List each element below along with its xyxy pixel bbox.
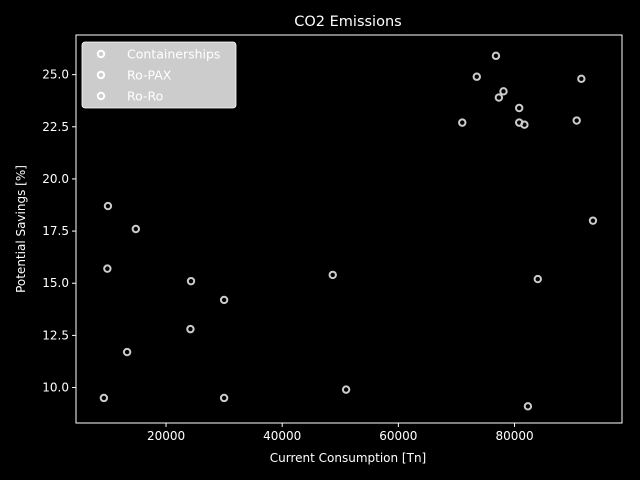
- y-tick-label: 22.5: [42, 120, 69, 134]
- data-point-ro-pax: [588, 216, 598, 225]
- data-point-containerships: [572, 116, 581, 125]
- data-point-ro-ro: [219, 393, 229, 403]
- legend-box: [81, 41, 237, 109]
- axes-frame: [75, 34, 623, 424]
- data-point-containerships: [514, 103, 524, 113]
- legend-label-ro-ro: Ro-Ro: [127, 89, 163, 104]
- legend: Containerships Ro-PAX Ro-Ro: [81, 41, 237, 109]
- legend-marker-containerships: [96, 49, 106, 59]
- y-tick-label: 10.0: [42, 381, 69, 395]
- data-point-ro-ro: [523, 402, 533, 411]
- data-point-containerships: [472, 72, 481, 81]
- data-point-containerships: [494, 93, 504, 102]
- y-axis-ticks: 10.0 12.5 15.0 17.5 20.0 22.5 25.0: [42, 68, 76, 395]
- data-point-ro-ro: [341, 385, 351, 394]
- data-point-containerships: [458, 118, 467, 127]
- y-tick-label: 12.5: [42, 328, 69, 342]
- y-tick-label: 20.0: [42, 172, 69, 186]
- data-point-ro-pax: [186, 324, 195, 334]
- legend-marker-ro-pax: [96, 70, 106, 80]
- data-point-ro-pax: [131, 224, 141, 234]
- x-tick-label: 40000: [263, 429, 301, 443]
- x-axis-label: Current Consumption [Tn]: [270, 451, 426, 465]
- y-tick-label: 25.0: [42, 68, 69, 82]
- data-point-ro-pax: [533, 274, 542, 284]
- chart-title: CO2 Emissions: [294, 14, 401, 30]
- y-axis-label: Potential Savings [%]: [14, 165, 28, 293]
- data-point-ro-pax: [186, 276, 196, 286]
- plot-area: [75, 34, 623, 424]
- data-point-ro-pax: [103, 201, 113, 211]
- legend-label-ro-pax: Ro-PAX: [127, 68, 172, 83]
- data-points: [99, 51, 598, 411]
- data-point-containerships: [577, 74, 586, 84]
- x-tick-label: 80000: [495, 429, 533, 443]
- legend-marker-ro-ro: [96, 91, 106, 101]
- data-point-containerships: [520, 120, 529, 129]
- y-tick-label: 15.0: [42, 276, 69, 290]
- x-tick-label: 20000: [147, 429, 185, 443]
- data-point-ro-ro: [99, 393, 109, 403]
- data-point-containerships: [491, 51, 501, 61]
- data-point-containerships: [499, 87, 508, 96]
- legend-label-containerships: Containerships: [127, 47, 220, 62]
- data-point-ro-pax: [219, 295, 229, 305]
- x-axis-ticks: 20000 40000 60000 80000: [147, 423, 534, 443]
- data-point-ro-pax: [328, 270, 337, 280]
- data-point-ro-pax: [122, 347, 132, 357]
- x-tick-label: 60000: [379, 429, 417, 443]
- y-tick-label: 17.5: [42, 224, 69, 238]
- data-point-ro-pax: [103, 264, 112, 273]
